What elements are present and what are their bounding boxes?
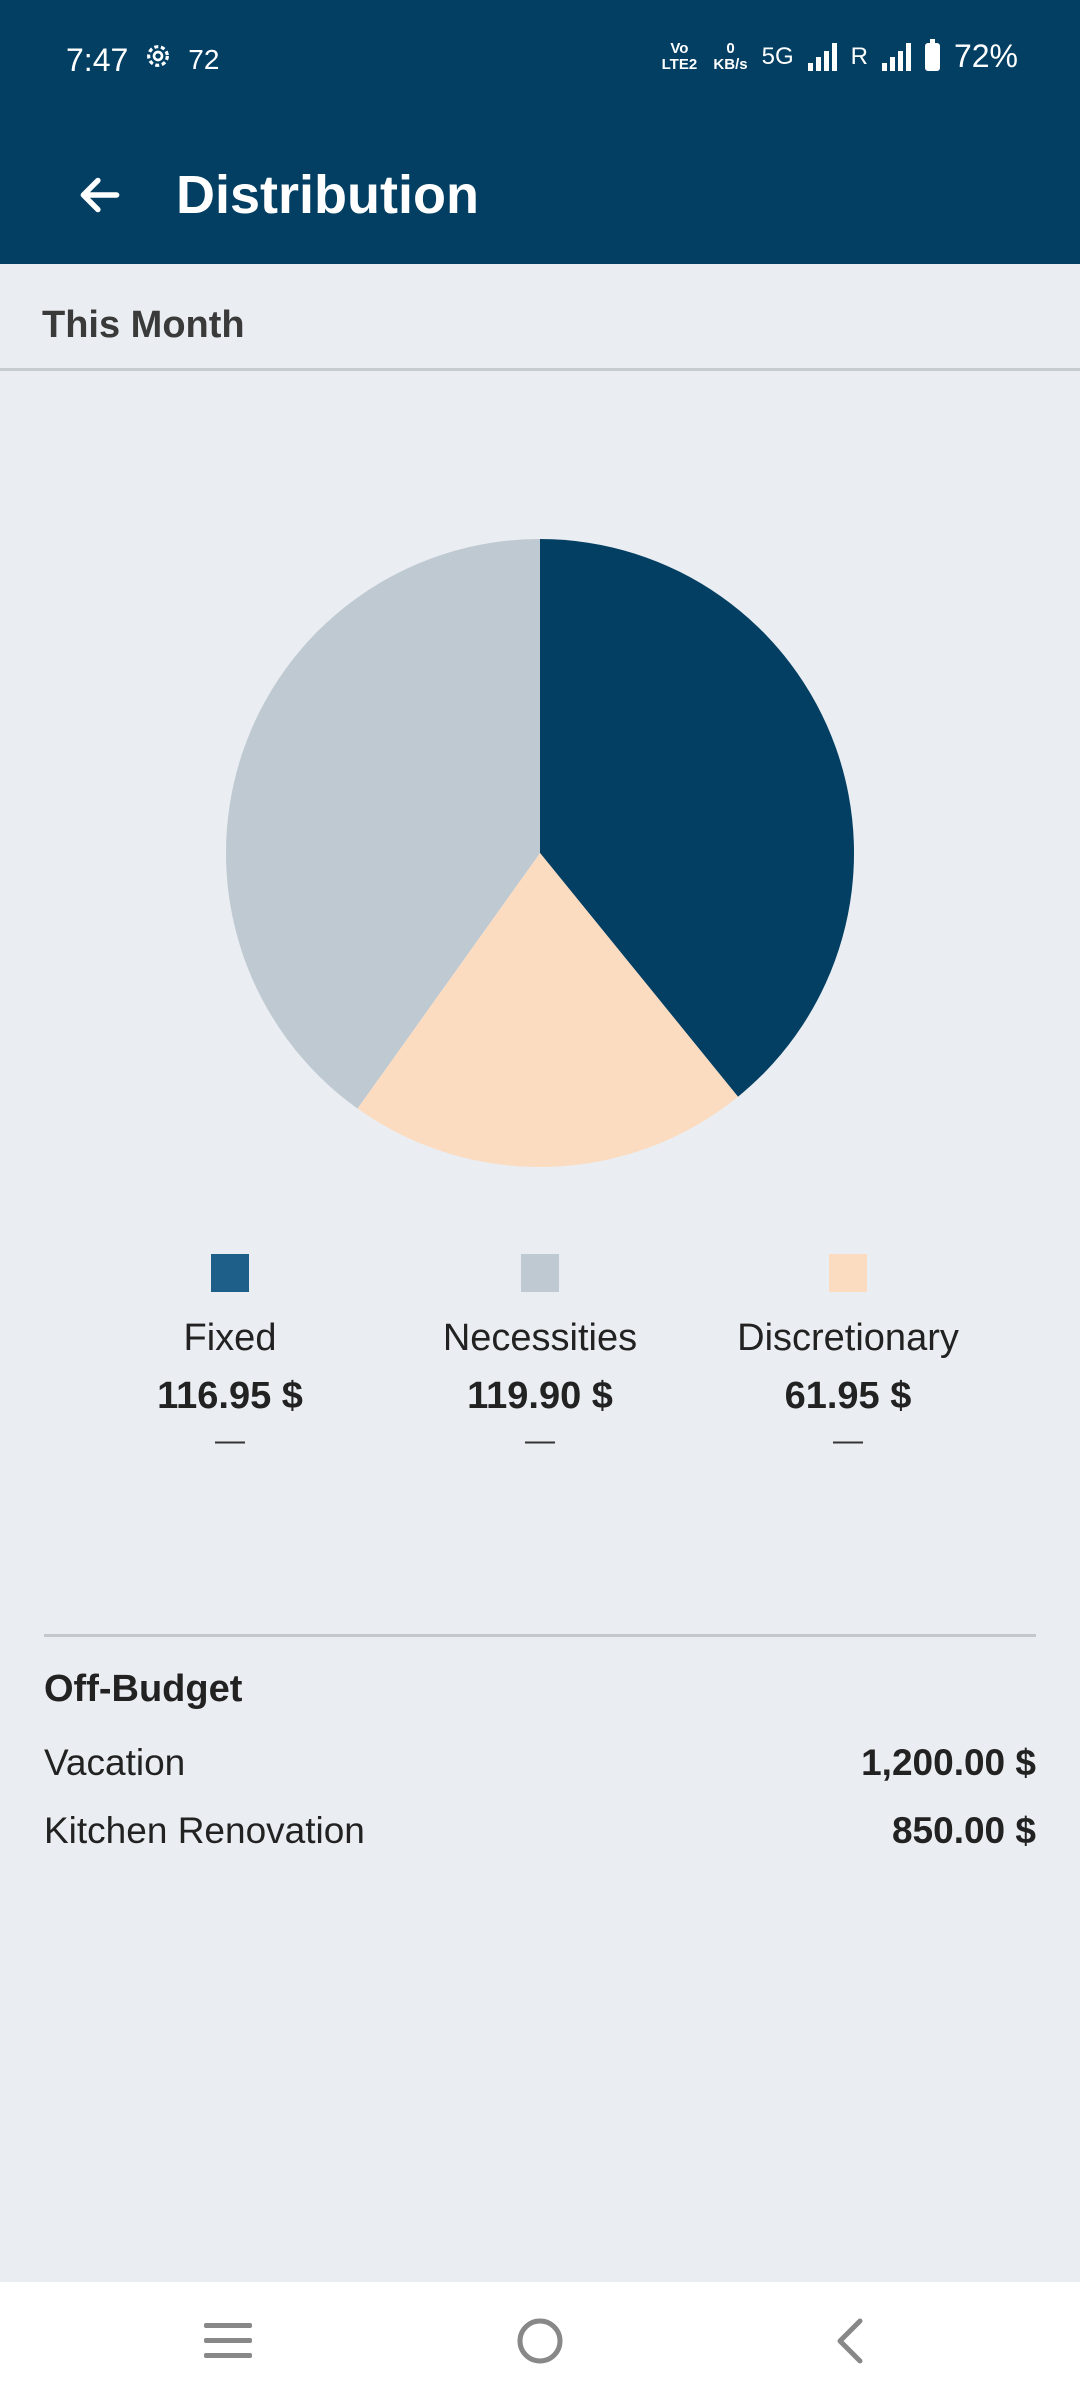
signal-icon-2 [881,42,911,71]
legend-dash: — [525,1424,555,1457]
signal-icon [807,42,837,71]
status-bar: 7:47 72 Vo LTE2 0 KB/s 5G R 72% [0,0,1080,125]
section-header: This Month [0,264,1080,371]
volte-label: Vo LTE2 [661,39,698,73]
data-speed: 0 KB/s [713,39,748,73]
data-speed-unit: KB/s [713,55,748,73]
pie-slice-fixed [540,539,854,1097]
network-type: 5G [761,42,794,70]
legend-swatch [829,1254,867,1292]
legend-label: Fixed [183,1317,277,1359]
off-budget-row[interactable]: Vacation 1,200.00 $ [44,1738,1036,1788]
off-budget-amount: 1,200.00 $ [861,1742,1036,1783]
system-nav-bar [0,2282,1080,2400]
pie-chart [226,539,854,1167]
legend-value: 116.95 $ [157,1375,303,1417]
app-bar: Distribution [0,125,1080,264]
legend-item-discretionary: Discretionary 61.95 $ — [698,1254,998,1458]
notification-count: 72 [188,44,220,75]
off-budget-title: Off-Budget [44,1668,243,1710]
back-button[interactable] [70,165,130,225]
section-title: This Month [42,304,245,346]
legend-value: 61.95 $ [784,1375,912,1417]
legend-dash: — [215,1424,245,1457]
legend-label: Necessities [442,1317,638,1359]
page-title: Distribution [176,165,479,225]
legend-swatch [211,1254,249,1292]
divider [44,1634,1036,1637]
legend-dash: — [833,1424,863,1457]
off-budget-name: Kitchen Renovation [44,1810,365,1851]
menu-button[interactable] [188,2306,268,2376]
data-speed-value: 0 [726,39,735,57]
battery-icon [924,38,940,71]
home-button[interactable] [500,2306,580,2376]
arrow-left-icon [80,177,120,213]
home-icon [517,2318,563,2364]
legend-label: Discretionary [737,1317,959,1359]
roaming-label: R [850,42,868,70]
menu-icon [204,2323,252,2358]
off-budget-amount: 850.00 $ [891,1810,1036,1851]
battery-level: 72% [953,38,1018,74]
pie-slice-discretionary [357,853,739,1167]
legend-item-fixed: Fixed 116.95 $ — [80,1254,380,1458]
back-icon [837,2318,863,2364]
legend-item-necessities: Necessities 119.90 $ — [390,1254,690,1458]
off-budget-name: Vacation [44,1742,186,1783]
pie-slice-necessities [226,539,540,1109]
legend-value: 119.90 $ [467,1375,613,1417]
status-time: 7:47 [66,41,129,78]
legend-swatch [521,1254,559,1292]
nav-back-button[interactable] [810,2306,890,2376]
gear-icon [142,40,174,80]
off-budget-row[interactable]: Kitchen Renovation 850.00 $ [44,1806,1036,1856]
